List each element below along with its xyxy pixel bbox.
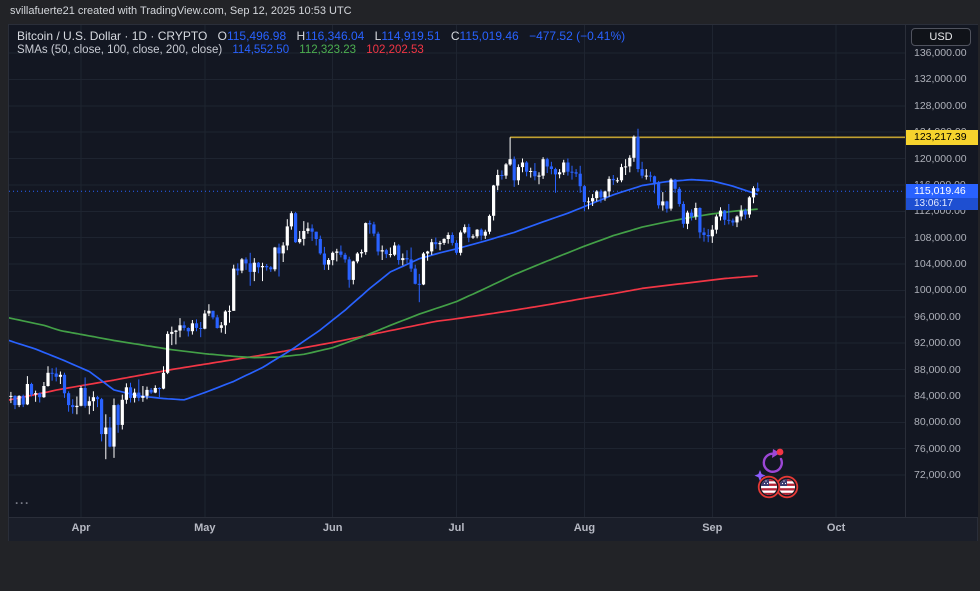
time-axis[interactable]: Apr May Jun Jul Aug Sep Oct (9, 517, 977, 541)
price-tick-label: 104,000.00 (914, 258, 967, 270)
currency-toggle-button[interactable]: USD (911, 28, 971, 46)
price-tick-label: 128,000.00 (914, 99, 967, 112)
close-value: 115,019.46 (459, 29, 519, 43)
high-value: 116,346.04 (305, 29, 365, 43)
price-tick-label: 88,000.00 (914, 363, 961, 376)
sma100-value: 112,323.23 (299, 44, 356, 56)
sma-label[interactable]: SMAs (50, close, 100, close, 200, close) (17, 44, 223, 56)
low-label: L (374, 29, 382, 43)
price-tick-label: 80,000.00 (914, 416, 961, 429)
price-tick-label: 108,000.00 (914, 231, 967, 244)
open-value: 115,496.98 (226, 29, 287, 43)
symbol-title[interactable]: Bitcoin / U.S. Dollar · 1D · CRYPTO (17, 29, 208, 43)
price-tick-label: 132,000.00 (914, 73, 967, 86)
sma200-value: 102,202.53 (366, 44, 424, 56)
time-tick-label: Apr (71, 522, 91, 534)
last-price-label[interactable]: 115,019.46 13:06:17 (906, 184, 978, 211)
time-tick-label: Jun (322, 522, 343, 534)
time-tick-label: Aug (573, 522, 596, 534)
sma-legend-row[interactable]: SMAs (50, close, 100, close, 200, close)… (17, 43, 625, 57)
bar-countdown: 13:06:17 (906, 198, 978, 211)
price-tick-label: 92,000.00 (914, 337, 961, 350)
price-tick-label: 120,000.00 (914, 152, 967, 165)
time-tick-label: Oct (826, 522, 846, 534)
chart-plot[interactable]: Bitcoin / U.S. Dollar · 1D · CRYPTO O115… (9, 25, 905, 517)
event-markers[interactable] (747, 445, 807, 500)
ray-price-label[interactable]: 123,217.39 (906, 129, 978, 145)
toolbar-more-ellipsis[interactable]: ··· (15, 496, 30, 510)
sma-100-line (9, 208, 758, 359)
attribution-text: svillafuerte21 created with TradingView.… (10, 5, 352, 17)
price-tick-label: 76,000.00 (914, 442, 961, 455)
close-label: C (450, 29, 460, 43)
sma-200-line (9, 275, 758, 401)
time-tick-label: Sep (702, 522, 723, 534)
price-axis[interactable]: USD 136,000.00132,000.00128,000.00124,00… (905, 25, 978, 517)
price-tick-label: 136,000.00 (914, 47, 967, 59)
price-tick-label: 100,000.00 (914, 284, 967, 297)
footer-bar: TradingView (0, 541, 980, 591)
sma-50-line (9, 178, 758, 401)
candlestick-chart[interactable] (9, 25, 905, 517)
us-flag-icon[interactable] (775, 475, 799, 499)
last-price-value: 115,019.46 (906, 184, 978, 199)
price-tick-label: 96,000.00 (914, 310, 961, 323)
sync-arrows-icon[interactable] (754, 448, 784, 482)
price-tick-label: 84,000.00 (914, 389, 961, 402)
attribution-bar: svillafuerte21 created with TradingView.… (0, 0, 980, 24)
time-tick-label: Jul (448, 522, 465, 534)
sma50-value: 114,552.50 (232, 44, 290, 56)
high-label: H (296, 29, 306, 43)
time-tick-label: May (194, 522, 216, 534)
chart-panel: Bitcoin / U.S. Dollar · 1D · CRYPTO O115… (8, 24, 978, 541)
change-value: −477.52 (−0.41%) (529, 29, 626, 43)
price-tick-label: 72,000.00 (914, 469, 961, 481)
symbol-legend-row[interactable]: Bitcoin / U.S. Dollar · 1D · CRYPTO O115… (17, 29, 625, 43)
us-flag-icon[interactable] (757, 475, 781, 499)
low-value: 114,919.51 (381, 29, 441, 43)
chart-legend: Bitcoin / U.S. Dollar · 1D · CRYPTO O115… (17, 29, 625, 57)
open-label: O (217, 29, 227, 43)
